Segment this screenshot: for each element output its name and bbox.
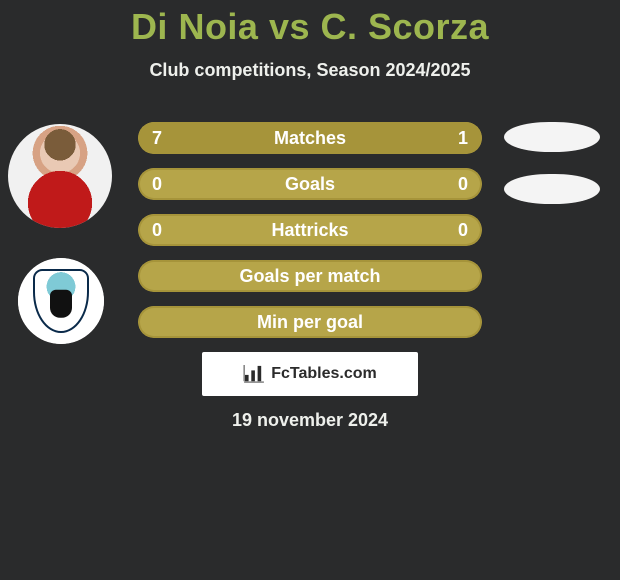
stat-value-right: 0 bbox=[444, 168, 482, 200]
stat-value-right: 1 bbox=[444, 122, 482, 154]
title-vs: vs bbox=[258, 6, 320, 47]
stat-label: Goals per match bbox=[138, 260, 482, 292]
player-right-name: C. Scorza bbox=[321, 6, 490, 47]
stat-row: Goals0 0 bbox=[138, 168, 482, 200]
bar-chart-icon bbox=[243, 365, 265, 383]
stat-row: Min per goal bbox=[138, 306, 482, 338]
stat-label: Min per goal bbox=[138, 306, 482, 338]
stat-label: Goals bbox=[138, 168, 482, 200]
brand-text: FcTables.com bbox=[271, 365, 377, 383]
stat-value-right: 0 bbox=[444, 214, 482, 246]
stat-row: Matches7 1 bbox=[138, 122, 482, 154]
stat-label: Matches bbox=[138, 122, 482, 154]
club-shield-icon bbox=[33, 269, 89, 333]
stat-value-left: 0 bbox=[138, 168, 176, 200]
page-title: Di Noia vs C. Scorza bbox=[0, 0, 620, 48]
stat-label: Hattricks bbox=[138, 214, 482, 246]
player-left-photo bbox=[8, 124, 112, 228]
stat-value-left: 0 bbox=[138, 214, 176, 246]
club-badge-left bbox=[18, 258, 104, 344]
player-right-placeholder-2 bbox=[504, 174, 600, 204]
subtitle: Club competitions, Season 2024/2025 bbox=[0, 60, 620, 81]
comparison-card: Di Noia vs C. Scorza Club competitions, … bbox=[0, 0, 620, 580]
snapshot-date: 19 november 2024 bbox=[0, 410, 620, 431]
brand-logo: FcTables.com bbox=[202, 352, 418, 396]
stat-value-right bbox=[454, 260, 482, 292]
stat-value-left bbox=[138, 260, 166, 292]
stat-row: Goals per match bbox=[138, 260, 482, 292]
player-right-placeholder-1 bbox=[504, 122, 600, 152]
stat-rows: Matches71Goals00Hattricks00Goals per mat… bbox=[138, 122, 482, 338]
stat-row: Hattricks0 0 bbox=[138, 214, 482, 246]
stat-value-left bbox=[138, 306, 166, 338]
player-left-name: Di Noia bbox=[131, 6, 259, 47]
stat-value-right bbox=[454, 306, 482, 338]
stat-value-left: 7 bbox=[138, 122, 176, 154]
